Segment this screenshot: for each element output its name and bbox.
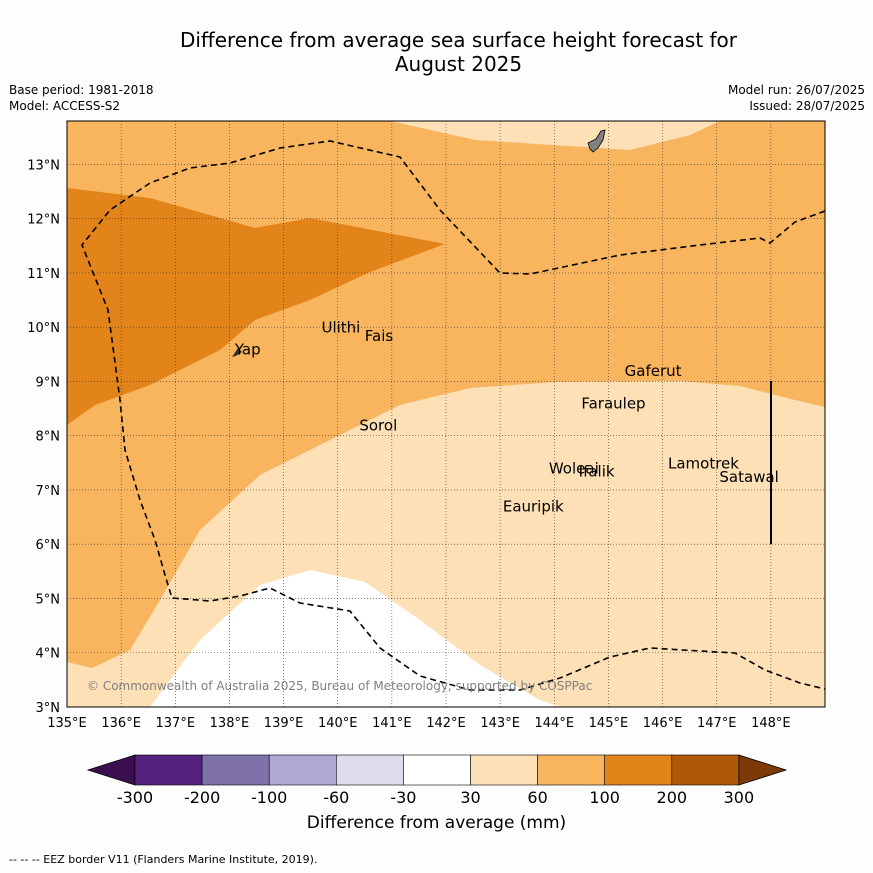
fill-30-60-north xyxy=(390,121,720,150)
colorbar-extend-high xyxy=(738,754,788,786)
lon-tick-label: 142°E xyxy=(426,716,466,731)
map-title: Difference from average sea surface heig… xyxy=(0,28,873,76)
lon-tick-label: 140°E xyxy=(318,716,358,731)
lon-tick-label: 138°E xyxy=(210,716,250,731)
colorbar-segment xyxy=(201,754,270,786)
lat-tick-label: 13°N xyxy=(27,158,60,173)
colorbar-segment xyxy=(268,754,337,786)
lat-tick-label: 9°N xyxy=(36,375,61,390)
place-label: Gaferut xyxy=(625,362,682,380)
model-name: Model: ACCESS-S2 xyxy=(9,99,121,113)
colorbar-tick-label: -200 xyxy=(184,788,220,807)
colorbar-segment xyxy=(671,754,740,786)
place-label: Fais xyxy=(365,327,394,345)
colorbar-segment xyxy=(134,754,203,786)
lon-tick-label: 145°E xyxy=(589,716,629,731)
lat-tick-label: 3°N xyxy=(36,701,61,716)
place-label: Woleai xyxy=(549,460,599,478)
lon-tick-label: 143°E xyxy=(480,716,520,731)
lat-tick-label: 12°N xyxy=(27,213,60,228)
colorbar-tick-label: 60 xyxy=(527,788,547,807)
colorbar-tick-label: -100 xyxy=(251,788,287,807)
guam-island xyxy=(587,129,606,153)
colorbar-tick-label: -300 xyxy=(117,788,153,807)
colorbar-tick-label: 30 xyxy=(460,788,480,807)
lon-tick-label: 136°E xyxy=(101,716,141,731)
lon-tick-label: 148°E xyxy=(751,716,791,731)
colorbar-tick-label: 100 xyxy=(589,788,620,807)
model-run: Model run: 26/07/2025 xyxy=(727,83,865,97)
lat-tick-label: 11°N xyxy=(27,267,60,282)
colorbar-tick-label: -60 xyxy=(323,788,349,807)
place-label: Faraulep xyxy=(581,395,645,413)
lat-tick-label: 7°N xyxy=(36,484,61,499)
lon-tick-label: 144°E xyxy=(535,716,575,731)
place-label: Yap xyxy=(234,340,261,358)
place-labels: Yap Ulithi Fais Sorol Gaferut Faraulep WoleaiI… xyxy=(234,319,779,516)
place-label: Ifalik xyxy=(579,462,615,480)
place-label: Ulithi xyxy=(321,319,360,337)
colorbar-segment xyxy=(403,754,471,786)
lat-tick-label: 10°N xyxy=(27,321,60,336)
place-label: Eauripik xyxy=(503,498,564,516)
lat-tick-label: 4°N xyxy=(36,647,61,662)
base-period: Base period: 1981-2018 xyxy=(9,83,154,97)
title-line-2: August 2025 xyxy=(394,52,523,76)
colorbar-label: Difference from average (mm) xyxy=(306,813,567,833)
colorbar-extend-low xyxy=(86,754,136,786)
colorbar-tick-label: 200 xyxy=(657,788,688,807)
place-label: Sorol xyxy=(359,416,397,434)
title-line-1: Difference from average sea surface heig… xyxy=(179,28,738,52)
fill-neutral xyxy=(150,570,560,707)
eez-border xyxy=(81,140,825,691)
plot-frame xyxy=(66,120,826,708)
colorbar-segment xyxy=(335,754,404,786)
lon-tick-label: 141°E xyxy=(372,716,412,731)
lon-tick-label: 147°E xyxy=(697,716,737,731)
place-label: Satawal xyxy=(719,468,778,486)
lon-tick-label: 146°E xyxy=(643,716,683,731)
colorbar-segment xyxy=(470,754,538,786)
lat-tick-label: 8°N xyxy=(36,430,61,445)
colorbar: -300 -200 -100 -60 -30 30 60 100 200 300 xyxy=(86,754,788,807)
eez-footnote: -- -- -- EEZ border V11 (Flanders Marine… xyxy=(9,853,318,866)
place-label: Lamotrek xyxy=(668,454,739,472)
lat-tick-label: 5°N xyxy=(36,592,61,607)
lat-tick-label: 6°N xyxy=(36,538,61,553)
lon-tick-label: 139°E xyxy=(264,716,304,731)
meta-left: Base period: 1981-2018 Model: ACCESS-S2 xyxy=(9,82,154,114)
fill-100-200 xyxy=(67,188,445,425)
issued-date: Issued: 28/07/2025 xyxy=(749,99,865,113)
meta-right: Model run: 26/07/2025 Issued: 28/07/2025 xyxy=(728,82,865,114)
yap-island xyxy=(232,348,242,357)
colorbar-segment xyxy=(537,754,605,786)
copyright-text: © Commonwealth of Australia 2025, Bureau… xyxy=(87,679,592,693)
colorbar-segment xyxy=(604,754,673,786)
axis-ticks: 135°E 136°E 137°E 138°E 139°E 140°E 141°E 142°E… xyxy=(27,158,790,731)
colorbar-tick-label: 300 xyxy=(724,788,755,807)
colorbar-tick-label: -30 xyxy=(390,788,416,807)
lon-tick-label: 137°E xyxy=(156,716,196,731)
lon-tick-label: 135°E xyxy=(47,716,87,731)
